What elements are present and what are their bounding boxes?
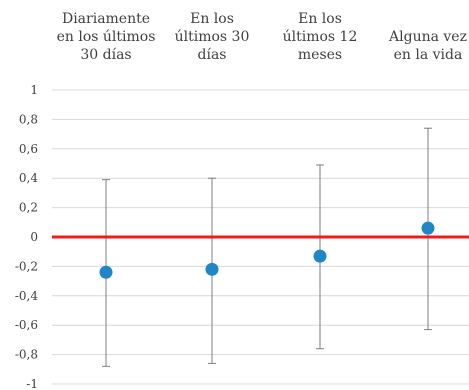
data-point [421,221,435,235]
data-point [313,249,327,263]
y-tick-label: 0,6 [19,142,38,156]
category-label: En los últimos 30 días [174,11,250,63]
y-tick-label: 0 [30,230,38,244]
y-tick-label: 0,4 [19,171,38,185]
category-label: Diariamente en los últimos 30 días [56,11,156,63]
category-label: Alguna vez en la vida [389,29,467,63]
data-point [205,262,219,276]
data-point [99,265,113,279]
y-tick-label: -0,8 [15,348,38,362]
y-tick-label: -0,6 [15,318,38,332]
y-tick-label: 0,2 [19,201,38,215]
category-label: En los últimos 12 meses [282,11,358,63]
y-tick-label: -0,4 [15,289,39,303]
y-tick-label: -0,2 [15,259,38,273]
y-tick-label: 1 [30,83,38,97]
y-tick-label: -1 [26,377,38,390]
y-tick-label: 0,8 [19,112,38,126]
